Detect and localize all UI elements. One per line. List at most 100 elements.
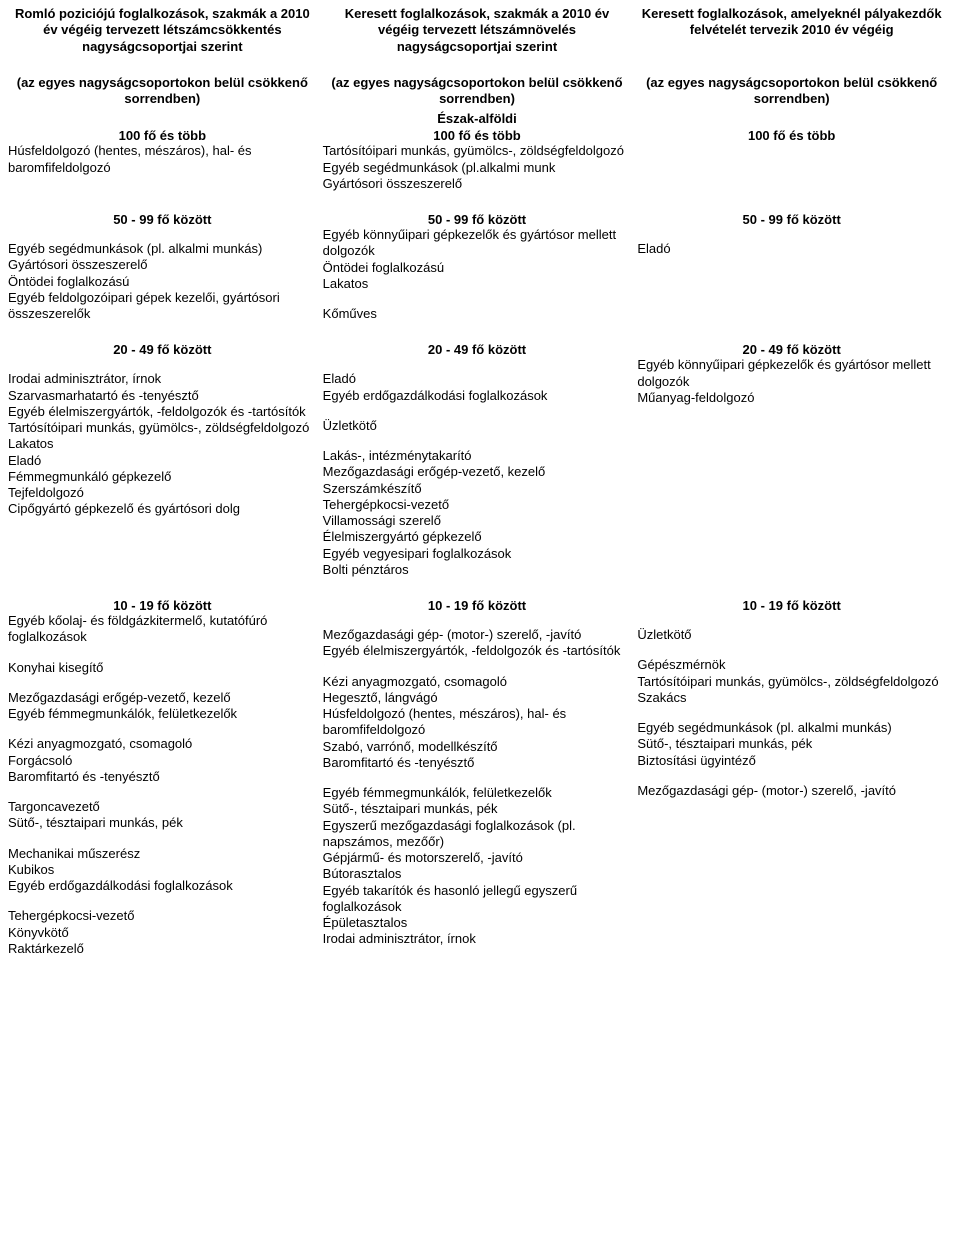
list-item: Egyéb könnyűipari gépkezelők és gyártóso… xyxy=(637,357,946,390)
col3-g10-title: 10 - 19 fő között xyxy=(637,598,946,613)
col3-g50-title: 50 - 99 fő között xyxy=(637,212,946,227)
list-item: Egyéb élelmiszergyártók, -feldolgozók és… xyxy=(323,643,632,659)
list-item: Egyéb erdőgazdálkodási foglalkozások xyxy=(8,878,317,894)
col2-g10-title: 10 - 19 fő között xyxy=(323,598,632,613)
list-item: Irodai adminisztrátor, írnok xyxy=(323,931,632,947)
list-item: Bútorasztalos xyxy=(323,866,632,882)
col3-subheader-cell: (az egyes nagyságcsoportokon belül csökk… xyxy=(637,75,952,129)
col1-subheader: (az egyes nagyságcsoportokon belül csökk… xyxy=(8,75,317,108)
col1-g50-title: 50 - 99 fő között xyxy=(8,212,317,227)
col2-g20: 20 - 49 fő között Eladó Egyéb erdőgazdál… xyxy=(323,342,638,578)
col1-g50: 50 - 99 fő között Egyéb segédmunkások (p… xyxy=(8,212,323,322)
col1-header: Romló poziciójú foglalkozások, szakmák a… xyxy=(8,6,317,55)
col3-g100-title: 100 fő és több xyxy=(637,128,946,143)
list-item: Fémmegmunkáló gépkezelő xyxy=(8,469,317,485)
list-item: Egyéb segédmunkások (pl.alkalmi munk xyxy=(323,160,632,176)
col1-g20-title: 20 - 49 fő között xyxy=(8,342,317,357)
subheader-row: (az egyes nagyságcsoportokon belül csökk… xyxy=(8,75,952,129)
col1-g100-title: 100 fő és több xyxy=(8,128,317,143)
list-item: Mezőgazdasági erőgép-vezető, kezelő xyxy=(8,690,317,706)
list-item: Villamossági szerelő xyxy=(323,513,632,529)
list-item: Üzletkötő xyxy=(323,418,632,434)
list-item: Kőműves xyxy=(323,306,632,322)
col2-subheader: (az egyes nagyságcsoportokon belül csökk… xyxy=(323,75,632,108)
col3-header: Keresett foglalkozások, amelyeknél pálya… xyxy=(637,6,946,39)
group-10-19-row: 10 - 19 fő között Egyéb kőolaj- és földg… xyxy=(8,598,952,957)
list-item: Könyvkötő xyxy=(8,925,317,941)
list-item: Baromfitartó és -tenyésztő xyxy=(8,769,317,785)
list-item: Gépjármű- és motorszerelő, -javító xyxy=(323,850,632,866)
list-item: Öntödei foglalkozású xyxy=(323,260,632,276)
list-item: Hegesztő, lángvágó xyxy=(323,690,632,706)
list-item: Eladó xyxy=(637,241,946,257)
list-item: Sütő-, tésztaipari munkás, pék xyxy=(323,801,632,817)
col1-g20: 20 - 49 fő között Irodai adminisztrátor,… xyxy=(8,342,323,578)
list-item: Gyártósori összeszerelő xyxy=(8,257,317,273)
list-item: Tartósítóipari munkás, gyümölcs-, zöldsé… xyxy=(323,143,632,159)
group-20-49-row: 20 - 49 fő között Irodai adminisztrátor,… xyxy=(8,342,952,578)
list-item: Egyéb vegyesipari foglalkozások xyxy=(323,546,632,562)
list-item: Lakatos xyxy=(8,436,317,452)
list-item: Egyszerű mezőgazdasági foglalkozások (pl… xyxy=(323,818,632,851)
list-item: Kubikos xyxy=(8,862,317,878)
col3-header-cell: Keresett foglalkozások, amelyeknél pálya… xyxy=(637,6,952,75)
list-item: Gyártósori összeszerelő xyxy=(323,176,632,192)
list-item: Bolti pénztáros xyxy=(323,562,632,578)
list-item: Tehergépkocsi-vezető xyxy=(323,497,632,513)
list-item: Egyéb fémmegmunkálók, felületkezelők xyxy=(8,706,317,722)
list-item: Üzletkötő xyxy=(637,627,946,643)
list-item: Tejfeldolgozó xyxy=(8,485,317,501)
col3-g20-title: 20 - 49 fő között xyxy=(637,342,946,357)
list-item: Húsfeldolgozó (hentes, mészáros), hal- é… xyxy=(8,143,317,176)
col2-g100-title: 100 fő és több xyxy=(323,128,632,143)
col3-g50: 50 - 99 fő között Eladó xyxy=(637,212,952,322)
col2-g50-title: 50 - 99 fő között xyxy=(323,212,632,227)
col2-header-cell: Keresett foglalkozások, szakmák a 2010 é… xyxy=(323,6,638,75)
col3-g20: 20 - 49 fő között Egyéb könnyűipari gépk… xyxy=(637,342,952,578)
list-item: Sütő-, tésztaipari munkás, pék xyxy=(637,736,946,752)
col2-subheader-cell: (az egyes nagyságcsoportokon belül csökk… xyxy=(323,75,638,129)
list-item: Eladó xyxy=(323,371,632,387)
list-item: Egyéb takarítók és hasonló jellegű egysz… xyxy=(323,883,632,916)
list-item: Tartósítóipari munkás, gyümölcs-, zöldsé… xyxy=(8,420,317,436)
col1-g100: 100 fő és több Húsfeldolgozó (hentes, mé… xyxy=(8,128,323,192)
list-item: Lakás-, intézménytakarító xyxy=(323,448,632,464)
list-item: Élelmiszergyártó gépkezelő xyxy=(323,529,632,545)
group-100-row: 100 fő és több Húsfeldolgozó (hentes, mé… xyxy=(8,128,952,192)
list-item: Szakács xyxy=(637,690,946,706)
list-item: Lakatos xyxy=(323,276,632,292)
list-item: Egyéb fémmegmunkálók, felületkezelők xyxy=(323,785,632,801)
list-item: Tehergépkocsi-vezető xyxy=(8,908,317,924)
list-item: Egyéb kőolaj- és földgázkitermelő, kutat… xyxy=(8,613,317,646)
list-item: Konyhai kisegítő xyxy=(8,660,317,676)
list-item: Biztosítási ügyintéző xyxy=(637,753,946,769)
list-item: Sütő-, tésztaipari munkás, pék xyxy=(8,815,317,831)
list-item: Szarvasmarhatartó és -tenyésztő xyxy=(8,388,317,404)
col3-g10: 10 - 19 fő között Üzletkötő Gépészmérnök… xyxy=(637,598,952,957)
col2-g10: 10 - 19 fő között Mezőgazdasági gép- (mo… xyxy=(323,598,638,957)
list-item: Mezőgazdasági gép- (motor-) szerelő, -ja… xyxy=(323,627,632,643)
list-item: Épületasztalos xyxy=(323,915,632,931)
list-item: Szabó, varrónő, modellkészítő xyxy=(323,739,632,755)
col2-header: Keresett foglalkozások, szakmák a 2010 é… xyxy=(323,6,632,55)
list-item: Egyéb segédmunkások (pl. alkalmi munkás) xyxy=(8,241,317,257)
col2-g20-title: 20 - 49 fő között xyxy=(323,342,632,357)
list-item: Forgácsoló xyxy=(8,753,317,769)
col2-g50: 50 - 99 fő között Egyéb könnyűipari gépk… xyxy=(323,212,638,322)
list-item: Mechanikai műszerész xyxy=(8,846,317,862)
col3-g100: 100 fő és több xyxy=(637,128,952,192)
col1-g10-title: 10 - 19 fő között xyxy=(8,598,317,613)
list-item: Egyéb élelmiszergyártók, -feldolgozók és… xyxy=(8,404,317,420)
list-item: Egyéb könnyűipari gépkezelők és gyártóso… xyxy=(323,227,632,260)
list-item: Eladó xyxy=(8,453,317,469)
list-item: Raktárkezelő xyxy=(8,941,317,957)
list-item: Egyéb erdőgazdálkodási foglalkozások xyxy=(323,388,632,404)
list-item: Műanyag-feldolgozó xyxy=(637,390,946,406)
list-item: Mezőgazdasági gép- (motor-) szerelő, -ja… xyxy=(637,783,946,799)
list-item: Baromfitartó és -tenyésztő xyxy=(323,755,632,771)
col2-g100: 100 fő és több Tartósítóipari munkás, gy… xyxy=(323,128,638,192)
col1-header-cell: Romló poziciójú foglalkozások, szakmák a… xyxy=(8,6,323,75)
list-item: Irodai adminisztrátor, írnok xyxy=(8,371,317,387)
list-item: Kézi anyagmozgató, csomagoló xyxy=(323,674,632,690)
region-label: Észak-alföldi xyxy=(323,111,632,126)
